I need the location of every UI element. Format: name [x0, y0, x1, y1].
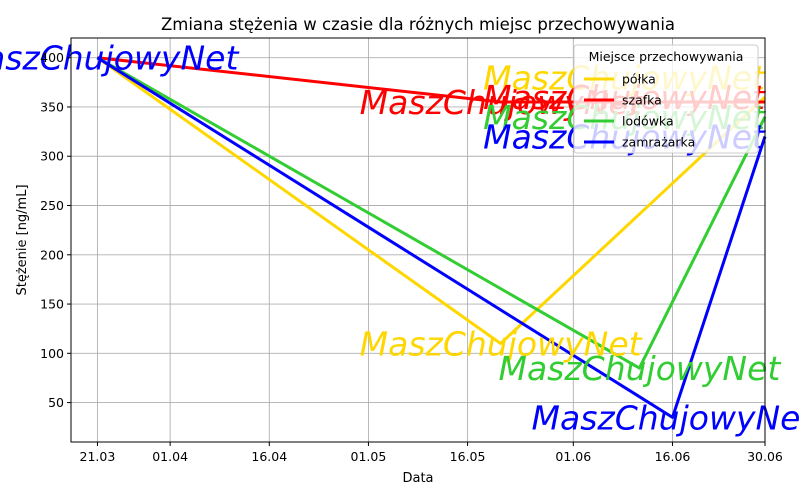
axes-frame [70, 37, 766, 443]
x-tick-label: 01.05 [351, 449, 387, 464]
annotation-label: MaszChujowyNet [360, 324, 643, 363]
y-tick-label: 50 [48, 395, 64, 410]
x-tick-label: 16.05 [450, 449, 486, 464]
plot-area: MaszChujowyNetMaszChujowyNetMaszChujowyN… [0, 37, 800, 443]
series-line-lodówka [96, 56, 767, 370]
x-tick-label: 16.04 [251, 449, 287, 464]
y-tick-label: 250 [40, 198, 64, 213]
y-tick-label: 150 [40, 297, 64, 312]
y-tick-label: 200 [40, 247, 64, 262]
x-tick-label: 16.06 [655, 449, 691, 464]
legend-label-szafka: szafka [622, 93, 662, 108]
x-tick-label: 01.04 [152, 449, 188, 464]
y-axis-title: Stężenie [ng/mL] [15, 184, 30, 295]
annotation-label: MaszChujowyNet [532, 398, 800, 437]
x-tick-label: 30.06 [747, 449, 783, 464]
legend-box [573, 44, 759, 154]
y-tick-label: 100 [40, 346, 64, 361]
series-line-zamrażarka [96, 56, 767, 419]
series-line-półka [96, 56, 767, 345]
x-tick-label: 01.06 [555, 449, 591, 464]
y-tick-label: 400 [40, 50, 64, 65]
x-tick-label: 21.03 [80, 449, 116, 464]
annotation-label: MaszChujowyNet [498, 349, 781, 388]
y-tick-label: 300 [40, 149, 64, 164]
legend-title: Miejsce przechowywania [589, 49, 744, 64]
chart-title: Zmiana stężenia w czasie dla różnych mie… [161, 15, 675, 34]
x-axis: 21.03 01.04 16.04 01.05 16.05 01.06 16.06 30.06 [80, 442, 783, 464]
y-axis: 50 100 150 200 250 300 350 400 [40, 50, 71, 410]
legend-label-zamrażarka: zamrażarka [622, 135, 695, 150]
legend-label-półka: półka [622, 72, 656, 87]
annotation-label: MaszChujowyNet [0, 39, 239, 78]
x-axis-title: Data [402, 471, 433, 486]
y-tick-label: 350 [40, 99, 64, 114]
legend: Miejsce przechowywania półka szafka lodówka… [573, 44, 759, 154]
legend-label-lodówka: lodówka [622, 114, 674, 129]
